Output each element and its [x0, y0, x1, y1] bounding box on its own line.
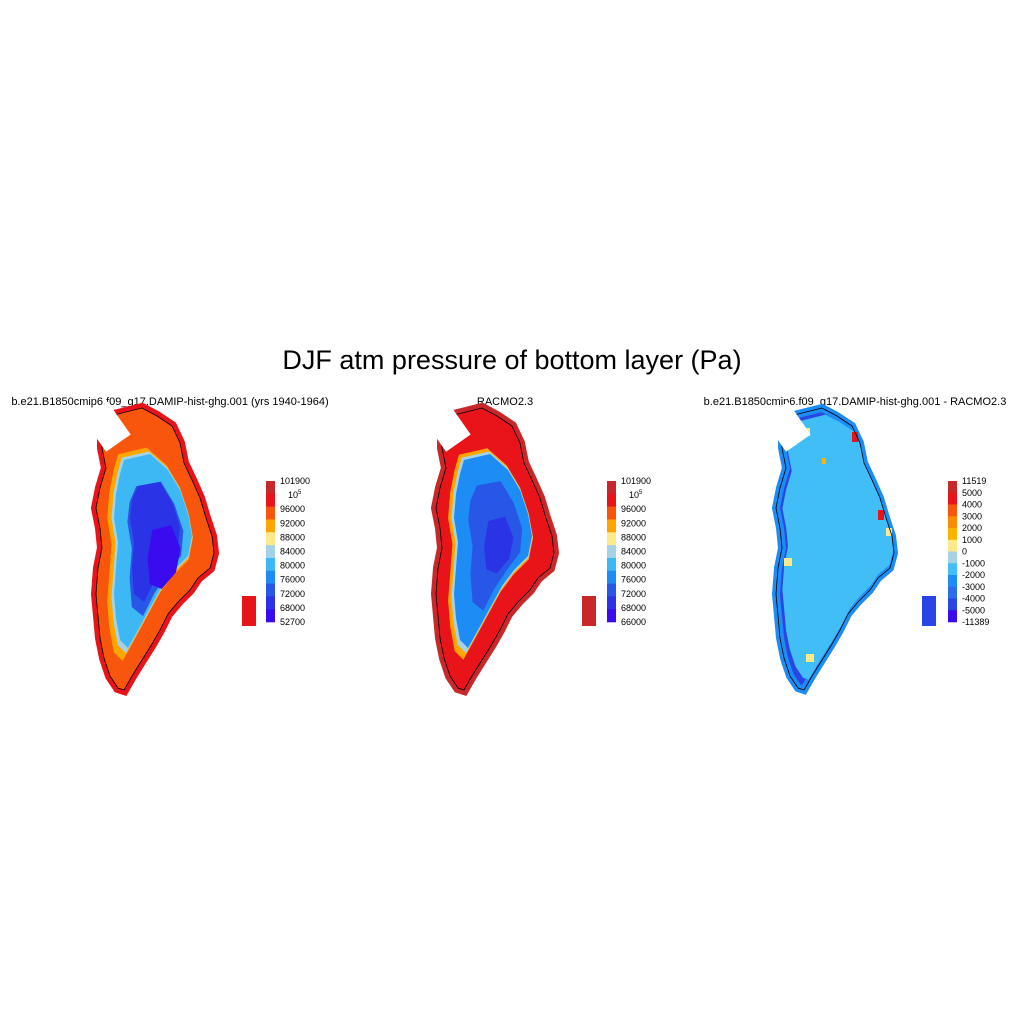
- colorbar-1: 101900 105 96000 92000 88000 84000 80000 76000 7…: [266, 476, 310, 627]
- colorbar-2: 101900 105 96000 92000 88000 84000 80000 76000 7…: [607, 476, 651, 627]
- colorbar-1-label: 96000: [280, 504, 305, 514]
- panel-3-map: [763, 401, 936, 690]
- panel-1-title: b.e21.B1850cmip6.f09_g17.DAMIP-hist-ghg.…: [11, 396, 329, 408]
- colorbar-1-label: 92000: [280, 518, 305, 528]
- colorbar-3-swatch: [948, 539, 957, 552]
- colorbar-3-swatch: [948, 563, 957, 576]
- colorbar-3-label: 5000: [962, 488, 982, 498]
- colorbar-1-label: 80000: [280, 561, 305, 571]
- colorbar-3-swatch: [948, 504, 957, 517]
- colorbar-2-swatch: [607, 532, 616, 546]
- colorbar-1-swatch: [266, 583, 275, 597]
- colorbar-1-swatch: [266, 570, 275, 584]
- colorbar-3-label: 3000: [962, 511, 982, 521]
- colorbar-3-label: -3000: [962, 582, 985, 592]
- panel-3-title: b.e21.B1850cmip6.f09_g17.DAMIP-hist-ghg.…: [703, 396, 1007, 408]
- colorbar-3-swatch: [948, 551, 957, 564]
- colorbar-2-label: 96000: [621, 504, 646, 514]
- colorbar-2-label: 101900: [621, 476, 651, 486]
- colorbar-2-label: 76000: [621, 575, 646, 585]
- colorbar-2-swatch: [607, 596, 616, 610]
- colorbar-1-swatch: [266, 545, 275, 559]
- colorbar-3-swatch: [948, 528, 957, 541]
- colorbar-2-swatch: [607, 570, 616, 584]
- colorbar-3-label: -2000: [962, 570, 985, 580]
- colorbar-1-label: 76000: [280, 575, 305, 585]
- colorbar-3-label: -4000: [962, 594, 985, 604]
- colorbar-2-swatch: [607, 609, 616, 623]
- colorbar-2-swatch: [607, 519, 616, 533]
- colorbar-1-label: 88000: [280, 532, 305, 542]
- colorbar-1-swatch: [266, 532, 275, 546]
- colorbar-2-label: 80000: [621, 561, 646, 571]
- panel-2-map: [423, 401, 596, 690]
- colorbar-1-label: 52700: [280, 617, 305, 627]
- colorbar-3-label: 1000: [962, 535, 982, 545]
- colorbar-2-swatch: [607, 493, 616, 507]
- colorbar-3-swatch: [948, 610, 957, 623]
- colorbar-1-swatch: [266, 506, 275, 520]
- colorbar-3-label: 2000: [962, 523, 982, 533]
- colorbar-1-swatch: [266, 557, 275, 572]
- figure-title: DJF atm pressure of bottom layer (Pa): [282, 345, 742, 375]
- colorbar-2-label: 84000: [621, 547, 646, 557]
- colorbar-3-swatch: [948, 575, 957, 588]
- colorbar-3-label: -11389: [962, 617, 989, 627]
- colorbar-3-label: 0: [962, 547, 967, 557]
- colorbar-2-swatch: [607, 481, 616, 495]
- colorbar-2-label: 105: [629, 490, 643, 500]
- colorbar-3-label: 11519: [962, 476, 986, 486]
- colorbar-3-swatch: [948, 481, 957, 494]
- colorbar-2-swatch: [607, 506, 616, 520]
- colorbar-1-swatch: [266, 481, 275, 495]
- colorbar-2-label: 68000: [621, 603, 646, 613]
- colorbar-3-swatch: [948, 516, 957, 529]
- colorbar-2-label: 92000: [621, 518, 646, 528]
- colorbar-1-swatch: [266, 609, 275, 623]
- colorbar-1-swatch: [266, 596, 275, 610]
- colorbar-1-label: 101900: [280, 476, 310, 486]
- colorbar-1-label: 72000: [280, 589, 305, 599]
- colorbar-2-swatch: [607, 583, 616, 597]
- colorbar-2-label: 66000: [621, 617, 646, 627]
- colorbar-3-label: -1000: [962, 558, 985, 568]
- colorbar-1-swatch: [266, 519, 275, 533]
- colorbar-3-label: 4000: [962, 500, 982, 510]
- colorbar-3-swatch: [948, 598, 957, 611]
- colorbar-1-swatch: [266, 493, 275, 507]
- panel-1-map: [83, 401, 256, 690]
- colorbar-1-label: 68000: [280, 603, 305, 613]
- panel-2-title: RACMO2.3: [476, 396, 534, 408]
- colorbar-1-label: 105: [288, 490, 302, 500]
- colorbar-2-swatch: [607, 557, 616, 572]
- colorbar-3-swatch: [948, 586, 957, 599]
- colorbar-2-swatch: [607, 545, 616, 559]
- colorbar-1-label: 84000: [280, 547, 305, 557]
- colorbar-3-label: -5000: [962, 605, 985, 615]
- colorbar-2-label: 72000: [621, 589, 646, 599]
- colorbar-2-label: 88000: [621, 532, 646, 542]
- colorbar-3-swatch: [948, 492, 957, 505]
